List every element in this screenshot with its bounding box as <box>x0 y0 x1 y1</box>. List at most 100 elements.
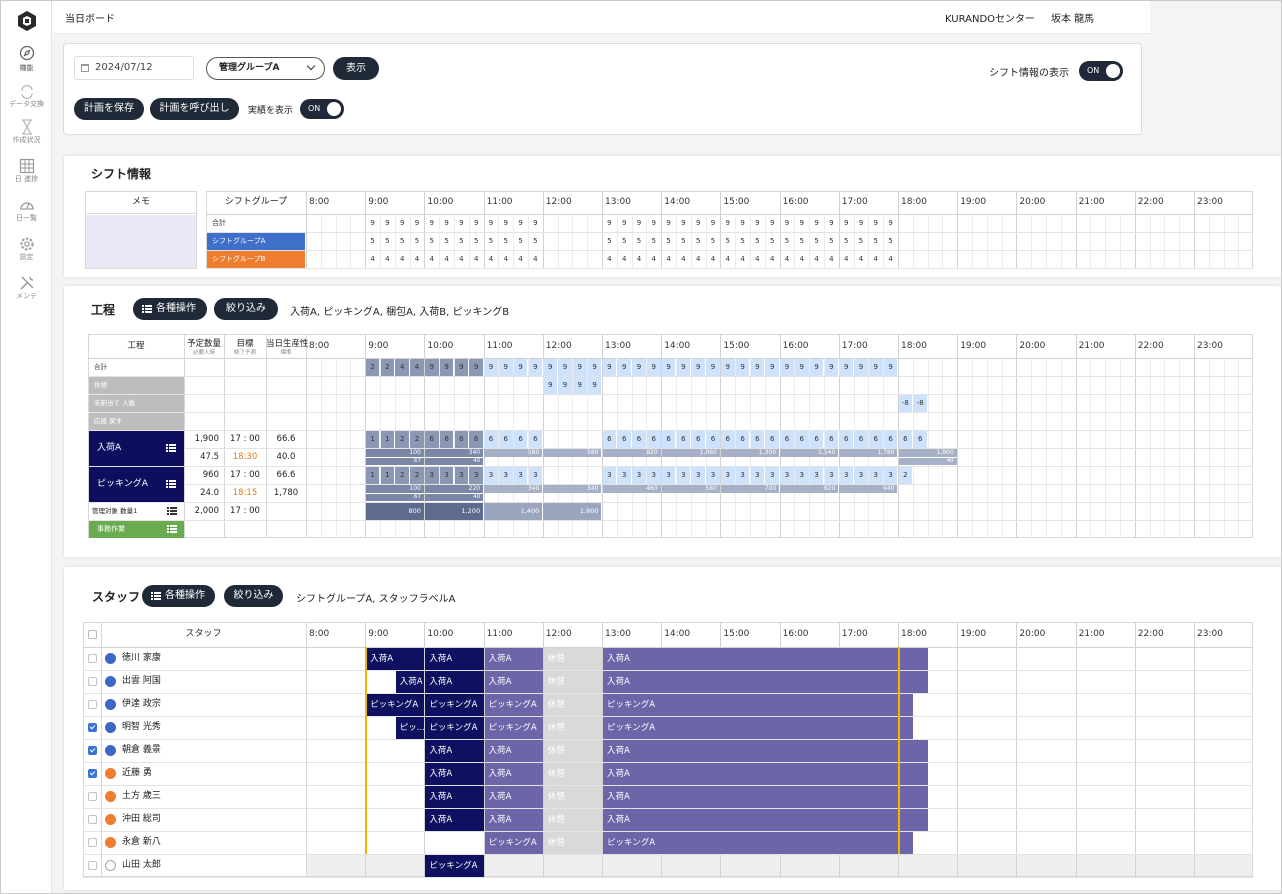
checkbox[interactable] <box>88 792 97 801</box>
schedule-block[interactable]: 入荷A <box>484 740 543 762</box>
schedule-block[interactable]: 入荷A <box>425 786 484 808</box>
checkbox[interactable] <box>88 700 97 709</box>
schedule-block[interactable]: 入荷A <box>425 671 484 693</box>
button[interactable]: 各種操作 <box>142 585 215 607</box>
button[interactable]: 絞り込み <box>214 298 278 320</box>
nav-label[interactable]: 設定 <box>19 253 34 261</box>
hour-line <box>602 622 603 877</box>
date-input[interactable]: 2024/07/12 <box>74 56 194 80</box>
staff-name[interactable]: 近藤 勇 <box>122 768 152 778</box>
nav-label[interactable]: 作成状況 <box>12 136 41 144</box>
checkbox[interactable] <box>88 815 97 824</box>
schedule-block[interactable]: ピッキングA <box>425 855 484 877</box>
nav-icon[interactable] <box>19 158 35 174</box>
checkbox[interactable] <box>88 838 97 847</box>
nav-label[interactable]: 日 進捗 <box>14 175 39 183</box>
schedule-block[interactable]: 休憩 <box>543 740 602 762</box>
hour-label: 12:00 <box>545 629 572 639</box>
checkbox[interactable] <box>88 630 97 639</box>
schedule-block[interactable]: 入荷A <box>425 763 484 785</box>
staff-name[interactable]: 明智 光秀 <box>122 722 161 732</box>
cell-value: 9 <box>632 359 646 376</box>
schedule-block[interactable]: ピッキングA <box>366 694 425 716</box>
button[interactable]: 計画を呼び出し <box>150 98 239 120</box>
staff-name[interactable]: 土方 歳三 <box>122 791 161 801</box>
schedule-block[interactable]: 入荷A <box>484 648 543 670</box>
schedule-block[interactable]: ピッキングA <box>425 694 484 716</box>
staff-name[interactable]: 徳川 家康 <box>122 653 161 663</box>
checkbox[interactable] <box>88 746 97 755</box>
nav-icon[interactable] <box>19 45 35 61</box>
nav-icon[interactable] <box>19 197 35 213</box>
schedule-block[interactable]: 入荷A <box>484 786 543 808</box>
schedule-block[interactable]: 入荷A <box>484 809 543 831</box>
schedule-block[interactable]: 入荷A <box>366 648 425 670</box>
nav-label[interactable]: 日一覧 <box>16 214 37 222</box>
schedule-block[interactable]: 入荷A <box>603 671 928 693</box>
schedule-block[interactable]: 休憩 <box>543 694 602 716</box>
quarter-line <box>1179 214 1181 269</box>
schedule-block[interactable]: 入荷A <box>395 671 425 693</box>
staff-name[interactable]: 伊達 政宗 <box>122 699 161 709</box>
staff-name[interactable]: 永倉 新八 <box>122 837 161 847</box>
schedule-block[interactable]: 休憩 <box>543 671 602 693</box>
quarter-line <box>350 214 352 269</box>
quarter-line <box>1164 214 1166 269</box>
checkbox[interactable] <box>88 677 97 686</box>
cell-value: 6 <box>602 431 617 448</box>
schedule-block[interactable]: 休憩 <box>543 832 602 854</box>
staff-name[interactable]: 山田 太郎 <box>122 860 161 870</box>
schedule-block[interactable]: ピッキングA <box>484 694 543 716</box>
cell-value: 9 <box>543 359 558 376</box>
checkbox[interactable] <box>88 654 97 663</box>
button[interactable]: 絞り込み <box>224 585 283 607</box>
schedule-block[interactable]: ピッキングA <box>603 832 913 854</box>
schedule-block[interactable]: 休憩 <box>543 809 602 831</box>
hour-label: 18:00 <box>901 341 927 351</box>
schedule-block[interactable]: ピッキングA <box>425 717 484 739</box>
staff-name[interactable]: 出雲 阿国 <box>122 676 161 686</box>
quarter-line <box>1120 214 1121 269</box>
nav-label[interactable]: データ交換 <box>9 100 44 108</box>
schedule-block[interactable]: ピッキングA <box>603 717 913 739</box>
staff-name[interactable]: 沖田 総司 <box>122 814 161 824</box>
schedule-block[interactable]: 入荷A <box>603 786 928 808</box>
schedule-block[interactable]: 入荷A <box>425 809 484 831</box>
schedule-block[interactable]: 入荷A <box>603 740 928 762</box>
cell-value: 6 <box>750 431 765 448</box>
button[interactable]: 各種操作 <box>133 298 207 320</box>
schedule-block[interactable]: 休憩 <box>543 763 602 785</box>
group-select[interactable]: 管理グループA <box>206 57 325 80</box>
nav-icon[interactable] <box>20 119 34 135</box>
schedule-block[interactable]: 入荷A <box>603 648 928 670</box>
checkbox[interactable] <box>88 861 97 870</box>
group-label: 合計 <box>207 215 305 232</box>
schedule-block[interactable]: 休憩 <box>543 786 602 808</box>
schedule-block[interactable]: 入荷A <box>425 648 484 670</box>
quarter-line <box>439 214 441 269</box>
nav-label[interactable]: 機能 <box>19 64 34 72</box>
cell-value: 9 <box>459 219 464 227</box>
schedule-block[interactable]: ピッキングA <box>484 832 543 854</box>
schedule-block[interactable]: 入荷A <box>603 809 928 831</box>
nav-label[interactable]: メンテ <box>16 292 37 300</box>
cell-value: 4 <box>429 255 435 263</box>
cell-value: -8 <box>898 395 913 412</box>
schedule-block[interactable]: 入荷A <box>484 671 543 693</box>
schedule-block[interactable]: 入荷A <box>425 740 484 762</box>
schedule-block[interactable]: 休憩 <box>543 648 602 670</box>
schedule-block[interactable]: 入荷A <box>484 763 543 785</box>
schedule-block[interactable]: ピッキングA <box>603 694 913 716</box>
schedule-block[interactable]: ピッキングA <box>484 717 543 739</box>
nav-icon[interactable] <box>19 236 35 252</box>
staff-name[interactable]: 朝倉 義景 <box>122 745 161 755</box>
schedule-block[interactable]: 休憩 <box>543 717 602 739</box>
checkbox[interactable] <box>88 769 97 778</box>
nav-icon[interactable] <box>19 84 35 100</box>
checkbox[interactable] <box>88 723 97 732</box>
schedule-block[interactable]: ピッ... <box>395 717 425 739</box>
schedule-block[interactable]: 入荷A <box>603 763 928 785</box>
button[interactable]: 表示 <box>333 57 379 80</box>
nav-icon[interactable] <box>19 275 35 291</box>
button[interactable]: 計画を保存 <box>74 98 144 120</box>
